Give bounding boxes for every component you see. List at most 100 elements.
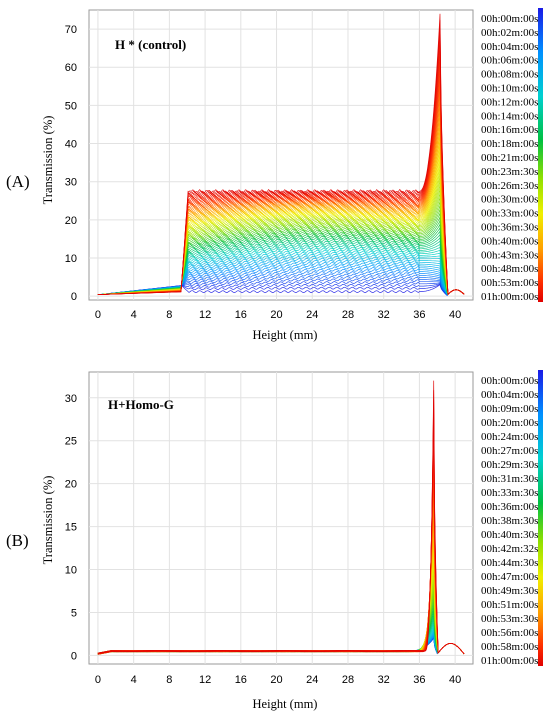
legend-entry: 00h:04m:00s (481, 389, 538, 401)
panel-a-xlabel: Height (mm) (253, 328, 318, 342)
x-tick-label: 8 (166, 309, 172, 321)
legend-entry: 00h:42m:32s (481, 543, 538, 555)
legend-entry: 00h:33m:00s (481, 208, 538, 220)
legend-entry: 00h:53m:30s (481, 613, 538, 625)
legend-entry: 00h:44m:30s (481, 557, 538, 569)
legend-entry: 00h:20m:00s (481, 417, 538, 429)
legend-entry: 00h:47m:00s (481, 571, 538, 583)
panel-b-title: H+Homo-G (108, 397, 174, 412)
series-line (97, 380, 465, 655)
x-tick-label: 20 (270, 674, 282, 686)
y-tick-label: 30 (65, 177, 77, 189)
panel-a-plot-area (88, 9, 474, 301)
y-tick-label: 0 (71, 650, 77, 662)
legend-entry: 01h:00m:00s (481, 291, 538, 303)
series-line (97, 408, 465, 655)
legend-entry: 00h:30m:00s (481, 194, 538, 206)
y-tick-label: 20 (65, 215, 77, 227)
y-tick-label: 30 (65, 393, 77, 405)
legend-entry: 00h:38m:30s (481, 515, 538, 527)
legend-entry: 00h:27m:00s (481, 445, 538, 457)
x-tick-label: 28 (342, 309, 354, 321)
x-tick-label: 28 (342, 674, 354, 686)
y-tick-label: 60 (65, 62, 77, 74)
legend-entry: 00h:48m:00s (481, 263, 538, 275)
panel-a: (A) Transmission (%) Height (mm) 0 4 8 12 16… (6, 8, 543, 342)
x-tick-label: 12 (199, 674, 211, 686)
x-tick-label: 16 (235, 674, 247, 686)
x-tick-label: 16 (235, 309, 247, 321)
legend-entry: 00h:51m:00s (481, 599, 538, 611)
x-tick-label: 24 (306, 309, 318, 321)
x-tick-label: 8 (166, 674, 172, 686)
legend-entry: 00h:56m:00s (481, 627, 538, 639)
legend-entry: 00h:40m:00s (481, 235, 538, 247)
legend-entry: 00h:43m:30s (481, 249, 538, 261)
panel-b-legend: 00h:00m:00s 00h:04m:00s 00h:09m:00s 00h:20m… (481, 375, 538, 667)
x-tick-label: 4 (131, 309, 137, 321)
panel-b-xlabel: Height (mm) (253, 697, 318, 711)
legend-entry: 00h:21m:00s (481, 152, 538, 164)
legend-entry: 00h:12m:00s (481, 96, 538, 108)
panel-b-ylabel: Transmission (%) (41, 476, 55, 565)
x-tick-label: 32 (378, 309, 390, 321)
legend-entry: 00h:24m:00s (481, 431, 538, 443)
y-tick-label: 20 (65, 479, 77, 491)
x-tick-label: 0 (95, 674, 101, 686)
x-tick-label: 36 (413, 309, 425, 321)
legend-entry: 00h:29m:30s (481, 459, 538, 471)
legend-entry: 00h:09m:00s (481, 403, 538, 415)
y-tick-label: 70 (65, 24, 77, 36)
panel-a-title: H * (control) (115, 37, 186, 52)
y-tick-label: 0 (71, 291, 77, 303)
legend-entry: 00h:49m:30s (481, 585, 538, 597)
legend-entry: 00h:23m:30s (481, 166, 538, 178)
panel-a-legend: 00h:00m:00s 00h:02m:00s 00h:04m:00s 00h:06m… (481, 13, 538, 303)
legend-entry: 00h:18m:00s (481, 138, 538, 150)
x-tick-label: 36 (413, 674, 425, 686)
series-line (97, 13, 465, 296)
panel-b-ticks: 0 4 8 12 16 20 24 28 32 36 40 0 5 10 15 20 25 30 (65, 393, 462, 686)
panel-b-colorbar (538, 370, 543, 666)
panel-a-label: (A) (6, 172, 30, 191)
legend-entry: 00h:10m:00s (481, 83, 538, 95)
legend-entry: 00h:26m:30s (481, 180, 538, 192)
x-tick-label: 0 (95, 309, 101, 321)
legend-entry: 00h:14m:00s (481, 110, 538, 122)
panel-b-label: (B) (6, 531, 29, 550)
panel-a-ylabel: Transmission (%) (41, 116, 55, 205)
legend-entry: 00h:02m:00s (481, 27, 538, 39)
y-tick-label: 50 (65, 100, 77, 112)
panel-a-colorbar (538, 8, 543, 302)
x-tick-label: 40 (449, 674, 461, 686)
legend-entry: 00h:08m:00s (481, 69, 538, 81)
panel-b-series (97, 380, 465, 655)
legend-entry: 00h:31m:30s (481, 473, 538, 485)
y-tick-label: 25 (65, 436, 77, 448)
legend-entry: 00h:53m:00s (481, 277, 538, 289)
y-tick-label: 40 (65, 139, 77, 151)
x-tick-label: 24 (306, 674, 318, 686)
y-tick-label: 10 (65, 565, 77, 577)
legend-entry: 00h:16m:00s (481, 124, 538, 136)
legend-entry: 00h:00m:00s (481, 375, 538, 387)
y-tick-label: 15 (65, 522, 77, 534)
x-tick-label: 20 (270, 309, 282, 321)
legend-entry: 00h:40m:30s (481, 529, 538, 541)
panel-b-plot-area (88, 371, 474, 665)
legend-entry: 00h:36m:00s (481, 501, 538, 513)
legend-entry: 00h:04m:00s (481, 41, 538, 53)
y-tick-label: 10 (65, 253, 77, 265)
legend-entry: 00h:36m:30s (481, 222, 538, 234)
legend-entry: 00h:58m:00s (481, 641, 538, 653)
x-tick-label: 12 (199, 309, 211, 321)
panel-a-ticks: 0 4 8 12 16 20 24 28 32 36 40 0 10 20 30 40 50 60 70 (65, 24, 462, 321)
legend-entry: 00h:00m:00s (481, 13, 538, 25)
panel-a-series (97, 13, 465, 296)
x-tick-label: 40 (449, 309, 461, 321)
panel-b-grid (89, 372, 473, 664)
legend-entry: 01h:00m:00s (481, 655, 538, 667)
legend-entry: 00h:06m:00s (481, 55, 538, 67)
legend-entry: 00h:33m:30s (481, 487, 538, 499)
